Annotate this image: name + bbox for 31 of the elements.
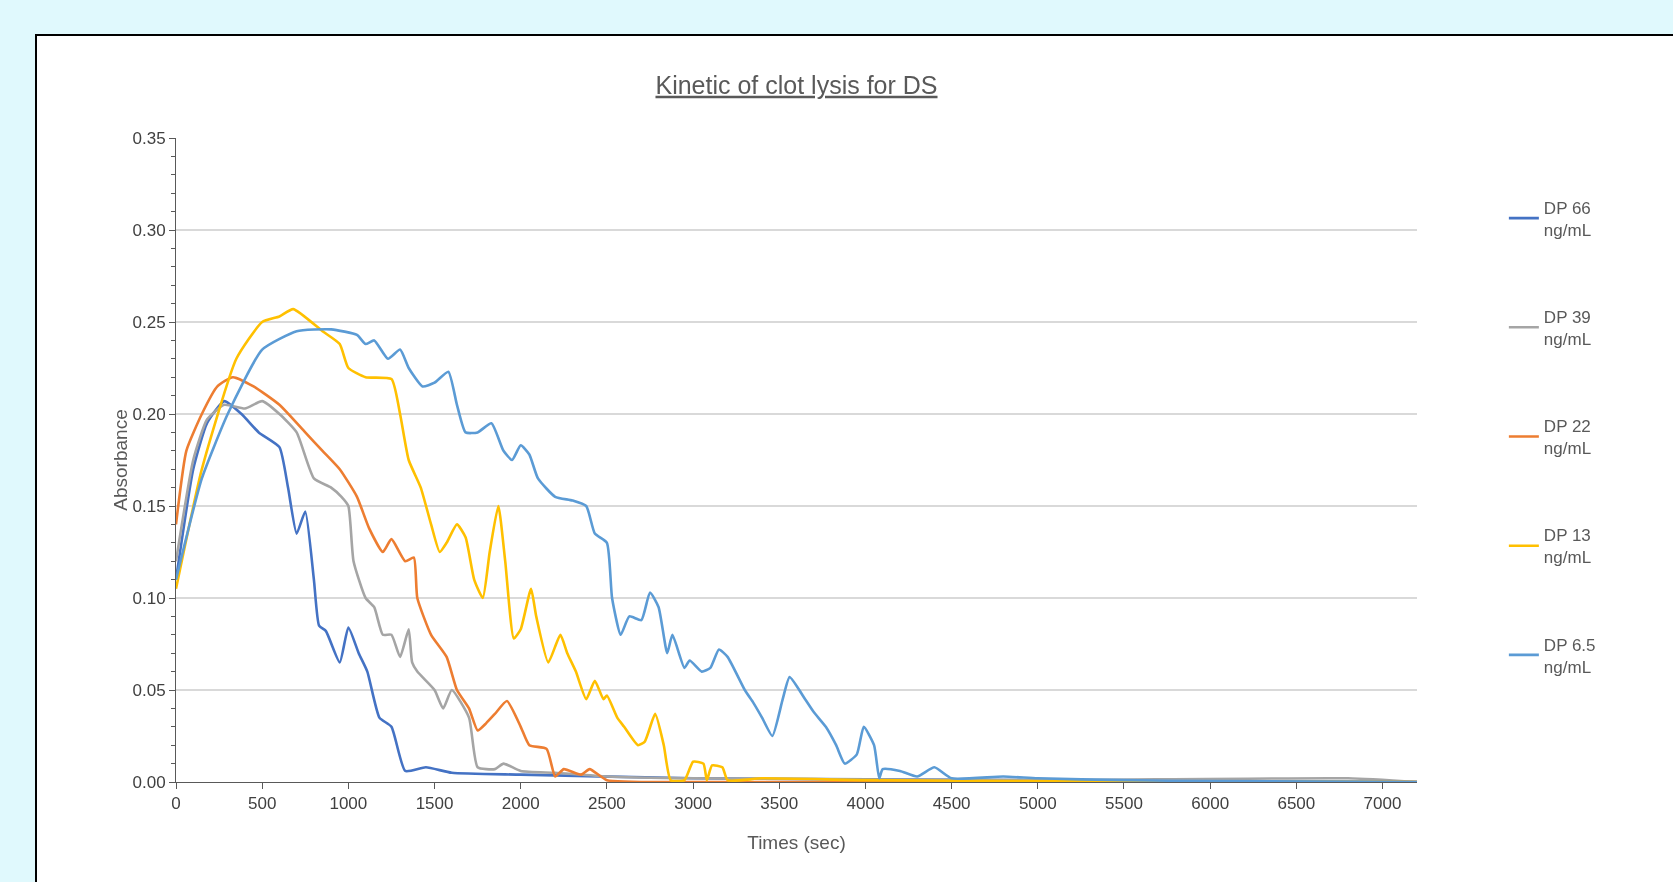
y-tick-label: 0.20: [132, 404, 166, 424]
x-axis-title: Times (sec): [747, 832, 846, 853]
x-tick-label: 2500: [587, 794, 626, 814]
x-tick-label: 0: [171, 794, 181, 814]
y-tick-label: 0.00: [132, 772, 166, 792]
x-tick-label: 3000: [674, 794, 712, 814]
y-tick-label: 0.30: [132, 220, 166, 240]
y-tick-label: 0.35: [132, 128, 166, 148]
x-tick-label: 5000: [1018, 794, 1057, 814]
x-tick-label: 1500: [415, 794, 454, 814]
legend-label: DP 6.5 ng/mL: [1543, 635, 1596, 677]
x-tick-label: 4000: [846, 794, 885, 814]
x-tick-label: 3500: [760, 794, 799, 814]
x-tick-label: 500: [247, 794, 277, 814]
y-tick-label: 0.10: [132, 588, 166, 608]
x-tick-label: 5500: [1105, 794, 1143, 814]
x-tick-label: 1000: [329, 794, 368, 814]
y-tick-label: 0.05: [132, 680, 166, 700]
legend-label: DP 66 ng/mL: [1543, 198, 1592, 240]
y-tick-label: 0.15: [132, 496, 166, 516]
y-axis-title: Absorbance: [109, 409, 131, 511]
x-tick-label: 4500: [932, 794, 971, 814]
chart-title: Kinetic of clot lysis for DS: [655, 70, 938, 99]
legend-label: DP 22 ng/mL: [1543, 417, 1592, 459]
x-tick-label: 6000: [1191, 794, 1230, 814]
legend-label: DP 39 ng/mL: [1543, 307, 1592, 349]
x-tick-label: 2000: [501, 794, 540, 814]
x-tick-label: 7000: [1363, 794, 1402, 814]
x-tick-label: 6500: [1277, 794, 1316, 814]
legend-label: DP 13 ng/mL: [1543, 526, 1592, 568]
y-tick-label: 0.25: [132, 312, 166, 332]
